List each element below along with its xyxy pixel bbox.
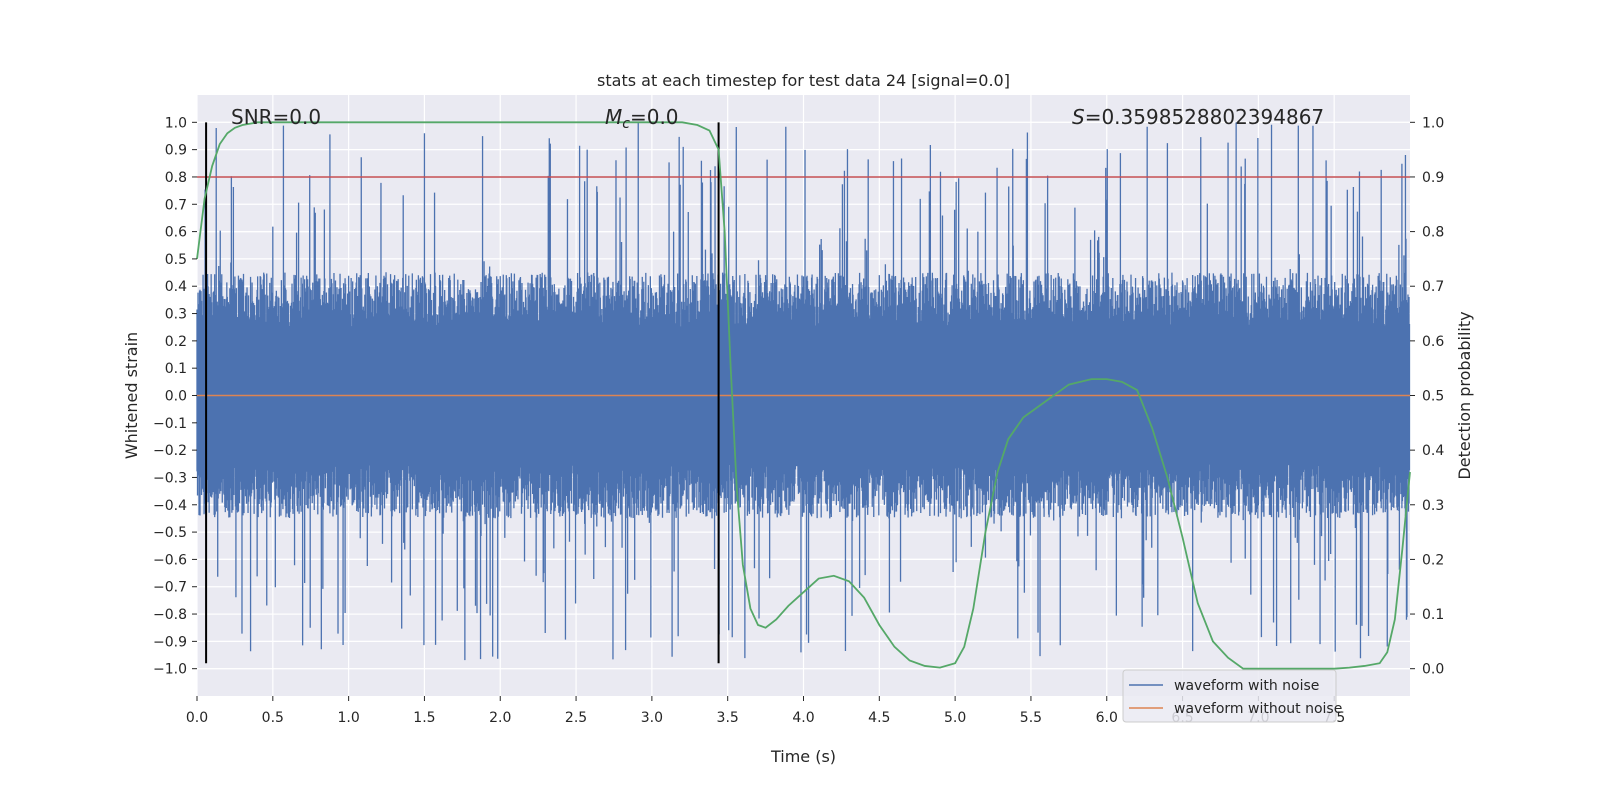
x-tick-label-12: 6.0	[1096, 710, 1118, 726]
annotation-score-symbol: S	[1072, 105, 1085, 129]
annotation-chirp-mass-symbol: M	[605, 105, 622, 129]
y-tick-label-1: 0.9	[165, 143, 187, 159]
legend-label-waveform-without-noise: waveform without noise	[1174, 701, 1342, 717]
y-tick-label-18: −0.8	[153, 607, 187, 623]
y-right-tick-label-6: 0.4	[1422, 443, 1444, 459]
x-tick-label-0: 0.0	[186, 710, 208, 726]
y-tick-label-9: 0.1	[165, 361, 187, 377]
chart-title: stats at each timestep for test data 24 …	[597, 71, 1010, 90]
x-tick-label-4: 2.0	[489, 710, 511, 726]
y-tick-label-8: 0.2	[165, 334, 187, 350]
x-axis-label: Time (s)	[770, 747, 836, 766]
y-tick-label-20: −1.0	[153, 662, 187, 678]
annotation-score: S=0.3598528802394867	[1072, 105, 1324, 129]
y-tick-label-11: −0.1	[153, 416, 187, 432]
y-tick-label-14: −0.4	[153, 498, 187, 514]
y-right-tick-label-8: 0.2	[1422, 552, 1444, 568]
annotation-score-value: =0.3598528802394867	[1085, 105, 1324, 129]
x-tick-label-8: 4.0	[792, 710, 814, 726]
y-right-tick-label-9: 0.1	[1422, 607, 1444, 623]
annotation-chirp-mass: Mc=0.0	[605, 105, 679, 132]
y-tick-label-19: −0.9	[153, 634, 187, 650]
series-detection-probability	[196, 121, 1411, 670]
y-right-tick-label-0: 1.0	[1422, 115, 1444, 131]
x-tick-label-9: 4.5	[868, 710, 890, 726]
y-right-tick-label-7: 0.3	[1422, 498, 1444, 514]
detection-probability-line	[196, 121, 1411, 670]
y-tick-label-12: −0.2	[153, 443, 187, 459]
y-right-tick-label-2: 0.8	[1422, 225, 1444, 241]
annotation-chirp-mass-value: =0.0	[630, 105, 679, 129]
annotation-chirp-mass-subscript: c	[622, 116, 630, 132]
y-tick-label-15: −0.5	[153, 525, 187, 541]
legend-box	[1122, 669, 1337, 723]
y-tick-label-3: 0.7	[165, 197, 187, 213]
legend: waveform with noise waveform without noi…	[1122, 669, 1342, 723]
reference-lines	[197, 122, 1410, 664]
y-tick-label-17: −0.7	[153, 580, 187, 596]
x-tick-label-6: 3.0	[641, 710, 663, 726]
x-tick-label-2: 1.0	[337, 710, 359, 726]
x-tick-label-7: 3.5	[717, 710, 739, 726]
y-right-tick-label-10: 0.0	[1422, 662, 1444, 678]
y-right-axis-label: Detection probability	[1455, 311, 1474, 479]
x-tick-label-11: 5.5	[1020, 710, 1042, 726]
x-tick-label-3: 1.5	[413, 710, 435, 726]
x-tick-label-1: 0.5	[262, 710, 284, 726]
y-tick-label-2: 0.8	[165, 170, 187, 186]
x-tick-label-5: 2.5	[565, 710, 587, 726]
y-tick-label-10: 0.0	[165, 389, 187, 405]
y-tick-label-0: 1.0	[165, 115, 187, 131]
legend-label-waveform-with-noise: waveform with noise	[1174, 678, 1319, 694]
y-right-tick-label-1: 0.9	[1422, 170, 1444, 186]
y-tick-label-6: 0.4	[165, 279, 187, 295]
axis-ticks: 0.00.51.01.52.02.53.03.54.04.55.05.56.06…	[153, 115, 1444, 726]
y-right-tick-label-4: 0.6	[1422, 334, 1444, 350]
y-right-tick-label-5: 0.5	[1422, 389, 1444, 405]
y-tick-label-5: 0.5	[165, 252, 187, 268]
y-axis-label: Whitened strain	[122, 332, 141, 459]
y-tick-label-16: −0.6	[153, 552, 187, 568]
annotation-snr: SNR=0.0	[231, 105, 321, 129]
x-tick-label-10: 5.0	[944, 710, 966, 726]
y-tick-label-4: 0.6	[165, 225, 187, 241]
y-tick-label-13: −0.3	[153, 470, 187, 486]
y-tick-label-7: 0.3	[165, 307, 187, 323]
y-right-tick-label-3: 0.7	[1422, 279, 1444, 295]
